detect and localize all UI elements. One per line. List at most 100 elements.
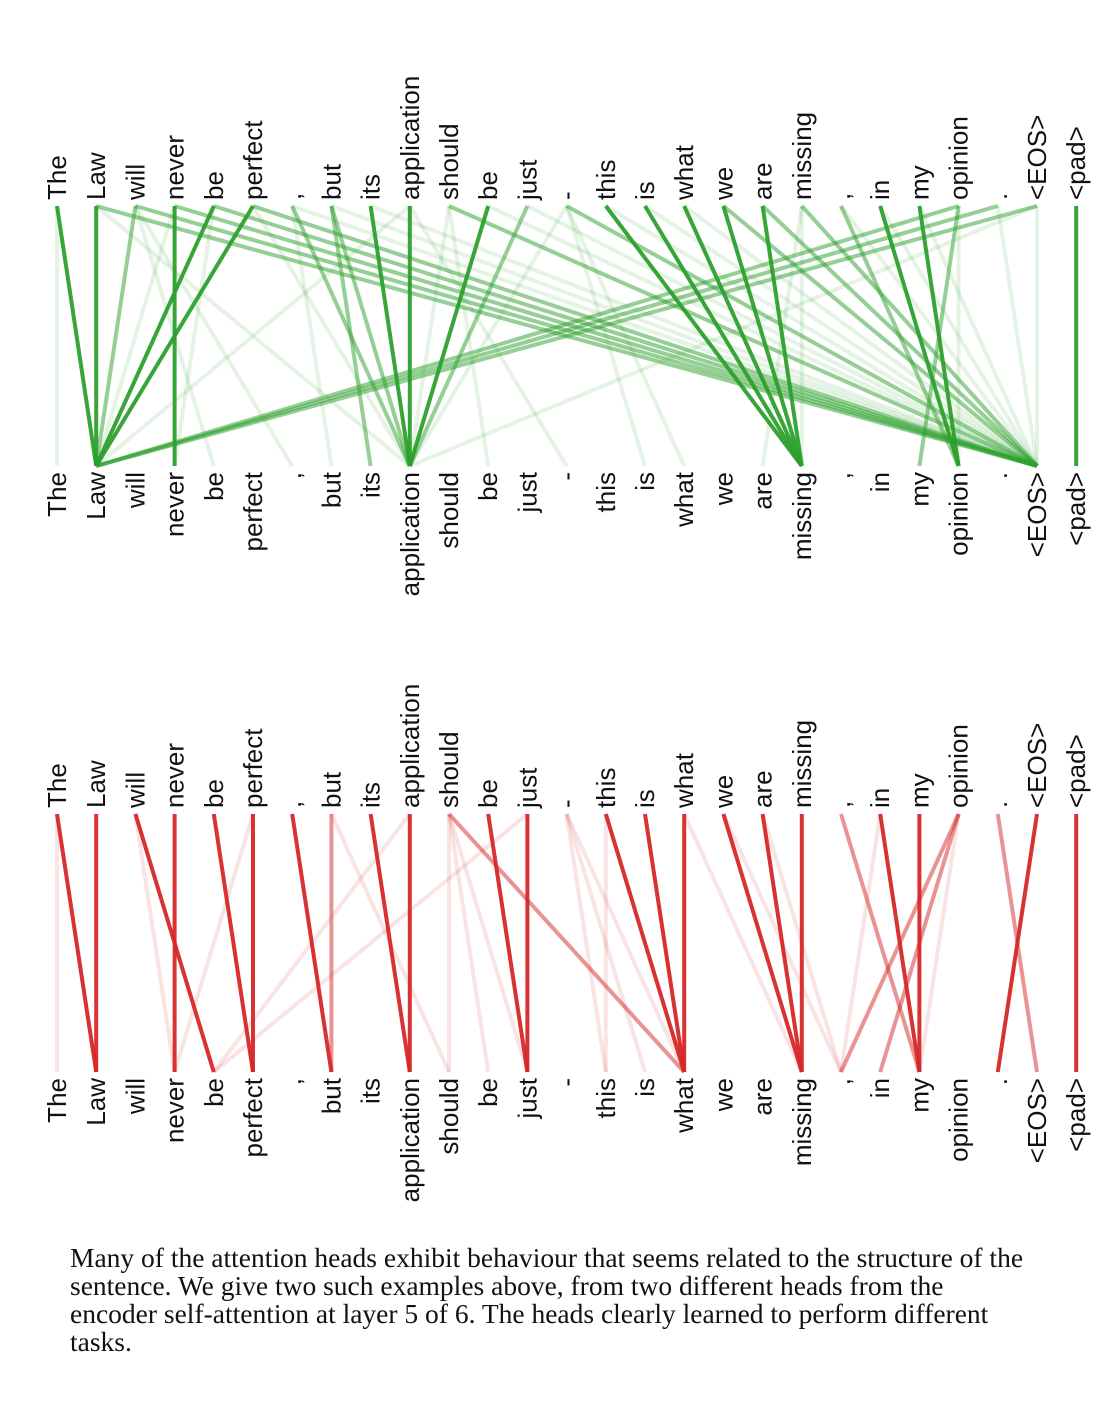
attention-link-faint bbox=[917, 205, 1039, 467]
source-token-labels-red: The Law will never be perfect, but its applicati… bbox=[42, 684, 1091, 809]
source-token-label: is bbox=[630, 789, 660, 808]
attention-link-strong bbox=[721, 205, 804, 467]
attention-link-strong bbox=[407, 205, 491, 467]
attention-link-faint bbox=[564, 813, 687, 1073]
target-token-label: be bbox=[473, 472, 503, 501]
target-token-label: should bbox=[434, 1078, 464, 1155]
source-token-label: in bbox=[865, 180, 895, 200]
attention-link-faint bbox=[447, 813, 491, 1073]
attention-link-faint bbox=[133, 204, 294, 468]
target-token-label: is bbox=[630, 1078, 660, 1097]
attention-link-faint bbox=[290, 205, 334, 467]
target-token-labels-green: The Law will never be perfect, but its applicati… bbox=[42, 471, 1091, 596]
target-token-label: be bbox=[473, 1078, 503, 1107]
attention-link-medium bbox=[565, 204, 1038, 468]
attention-link-strong bbox=[995, 813, 1039, 1073]
attention-link-strong bbox=[760, 205, 804, 467]
target-token-label: will bbox=[120, 472, 150, 509]
attention-link-strong bbox=[643, 204, 804, 468]
attention-link-faint bbox=[94, 204, 412, 468]
target-token-label: never bbox=[160, 1078, 190, 1143]
source-token-label: - bbox=[552, 191, 582, 200]
attention-link-faint bbox=[683, 204, 1039, 468]
target-token-label: missing bbox=[787, 472, 817, 560]
attention-link-faint bbox=[564, 813, 608, 1073]
target-token-label: . bbox=[983, 1078, 1013, 1085]
source-token-label: but bbox=[316, 771, 346, 808]
target-token-label: perfect bbox=[238, 471, 268, 551]
target-token-label: perfect bbox=[238, 1077, 268, 1157]
attention-link-strong bbox=[55, 205, 99, 467]
attention-link-faint bbox=[839, 813, 883, 1073]
source-token-label: <pad> bbox=[1061, 734, 1091, 808]
attention-link-strong bbox=[94, 205, 216, 467]
source-token-label: just bbox=[512, 159, 542, 201]
target-token-label: , bbox=[826, 1078, 856, 1085]
target-token-label: are bbox=[748, 1078, 778, 1116]
attention-link-faint bbox=[212, 812, 529, 1074]
source-token-label: . bbox=[983, 801, 1013, 808]
target-token-label: my bbox=[904, 472, 934, 507]
source-token-label: my bbox=[904, 165, 934, 200]
target-token-label: just bbox=[512, 471, 542, 513]
attention-link-strong bbox=[760, 813, 804, 1073]
target-token-label: are bbox=[748, 472, 778, 510]
source-token-label: opinion bbox=[944, 724, 974, 808]
attention-link-strong bbox=[878, 205, 961, 467]
attention-link-strong bbox=[368, 205, 412, 467]
source-token-label: its bbox=[356, 174, 386, 200]
attention-link-medium bbox=[329, 205, 373, 467]
target-token-label: <EOS> bbox=[1022, 1078, 1052, 1163]
attention-link-faint bbox=[564, 813, 647, 1073]
target-token-label: opinion bbox=[944, 472, 974, 556]
attention-link-faint bbox=[447, 813, 530, 1073]
target-token-label: should bbox=[434, 472, 464, 549]
source-token-label: just bbox=[512, 767, 542, 809]
attention-link-faint bbox=[408, 204, 569, 468]
source-token-label: application bbox=[395, 684, 425, 808]
target-token-label: Law bbox=[81, 472, 111, 520]
attention-link-strong bbox=[603, 813, 687, 1073]
attention-link-strong bbox=[486, 813, 530, 1073]
attention-link-medium bbox=[839, 205, 961, 467]
target-token-label: but bbox=[316, 1077, 346, 1114]
source-token-label: , bbox=[277, 193, 307, 200]
source-token-label: never bbox=[160, 743, 190, 808]
target-token-label: opinion bbox=[944, 1078, 974, 1162]
source-token-labels-green: The Law will never be perfect, but its applicati… bbox=[42, 76, 1091, 201]
attention-link-faint bbox=[172, 813, 255, 1073]
source-token-label: what bbox=[669, 144, 699, 201]
target-token-label: . bbox=[983, 472, 1013, 479]
figure-caption: Many of the attention heads exhibit beha… bbox=[70, 1242, 1024, 1357]
attention-link-faint bbox=[133, 813, 177, 1073]
attention-link-strong bbox=[94, 204, 255, 468]
attention-link-strong bbox=[721, 813, 804, 1073]
source-token-label: application bbox=[395, 76, 425, 200]
target-token-label: in bbox=[865, 1078, 895, 1098]
source-token-label: , bbox=[277, 801, 307, 808]
target-token-label: The bbox=[42, 1078, 72, 1123]
target-token-label: , bbox=[277, 472, 307, 479]
attention-link-strong bbox=[643, 813, 687, 1073]
attention-panel-green: The Law will never be perfect, but its applicati… bbox=[42, 76, 1091, 597]
attention-panel-red: The Law will never be perfect, but its applicati… bbox=[42, 684, 1091, 1203]
target-token-label: missing bbox=[787, 1078, 817, 1166]
target-token-label: we bbox=[708, 472, 738, 506]
target-token-label: <pad> bbox=[1061, 472, 1091, 546]
attention-link-strong bbox=[917, 205, 961, 467]
target-token-label: <EOS> bbox=[1022, 472, 1052, 557]
source-token-label: , bbox=[826, 801, 856, 808]
attention-link-faint bbox=[94, 205, 177, 467]
source-token-label: be bbox=[199, 171, 229, 200]
source-token-label: will bbox=[120, 164, 150, 201]
attention-link-faint bbox=[682, 813, 804, 1073]
attention-visualization: The Law will never be perfect, but its applicati… bbox=[42, 76, 1091, 1203]
attention-link-faint bbox=[291, 204, 1038, 468]
attention-link-faint bbox=[643, 204, 1039, 468]
source-token-label: - bbox=[552, 799, 582, 808]
target-token-label: my bbox=[904, 1078, 934, 1113]
source-token-label: <EOS> bbox=[1022, 115, 1052, 200]
target-token-label: - bbox=[552, 1078, 582, 1087]
source-token-label: this bbox=[591, 768, 621, 808]
attention-link-medium bbox=[722, 204, 1039, 468]
